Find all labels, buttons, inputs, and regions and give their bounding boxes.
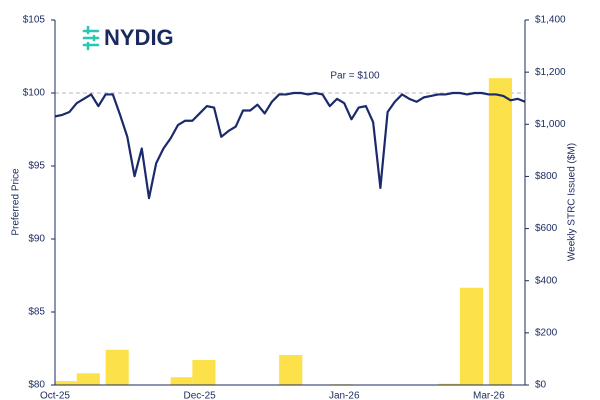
bar — [192, 359, 216, 385]
y-tick-label: $105 — [23, 15, 46, 26]
y-tick-label: $100 — [23, 88, 46, 99]
bar — [55, 381, 77, 385]
bar — [279, 355, 303, 385]
bar — [170, 377, 193, 385]
bar — [459, 287, 484, 385]
logo-text: NYDIG — [104, 25, 174, 50]
bar — [488, 78, 512, 385]
y2-tick-label: $1,000 — [535, 119, 566, 130]
y2-axis-title: Weekly STRC Issued ($M) — [567, 143, 578, 261]
logo-icon — [82, 25, 100, 51]
y2-tick-label: $800 — [535, 171, 558, 182]
annotation: Par = $100 — [330, 71, 380, 82]
x-tick-label: Oct-25 — [40, 391, 70, 400]
x-tick-label: Dec-25 — [183, 391, 216, 400]
y-axis-title: Preferred Price — [11, 168, 22, 236]
y2-tick-label: $200 — [535, 327, 558, 338]
y2-tick-label: $1,400 — [535, 15, 566, 26]
price-line — [54, 91, 526, 200]
bar — [105, 349, 129, 385]
y-tick-label: $85 — [28, 307, 45, 318]
y-tick-label: $95 — [28, 161, 45, 172]
x-tick-label: Jan-26 — [329, 391, 360, 400]
y2-tick-label: $400 — [535, 275, 558, 286]
x-tick-label: Mar-26 — [473, 391, 505, 400]
y2-tick-label: $600 — [535, 223, 558, 234]
bar — [438, 383, 460, 385]
y2-tick-label: $0 — [535, 380, 547, 391]
logo: NYDIG — [82, 25, 174, 51]
bar — [76, 373, 100, 385]
y2-tick-label: $1,200 — [535, 67, 566, 78]
y-tick-label: $80 — [28, 380, 45, 391]
y-tick-label: $90 — [28, 234, 45, 245]
